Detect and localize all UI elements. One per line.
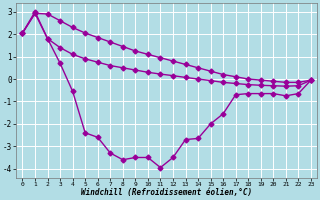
X-axis label: Windchill (Refroidissement éolien,°C): Windchill (Refroidissement éolien,°C): [81, 188, 252, 197]
